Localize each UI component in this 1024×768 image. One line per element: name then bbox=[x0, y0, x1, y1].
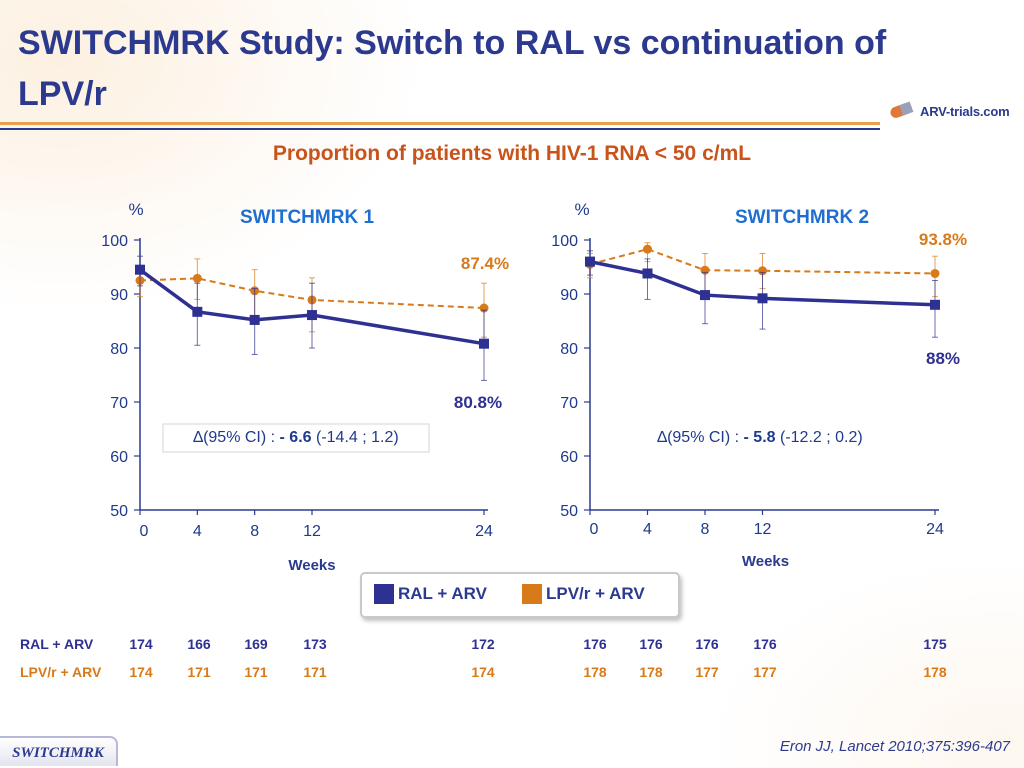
chart2-lpv-final-label: 93.8% bbox=[919, 230, 967, 249]
title-underline-secondary bbox=[0, 128, 880, 130]
chart1-y-tick-label: 100 bbox=[101, 233, 128, 250]
chart2-y-tick-label: 100 bbox=[551, 233, 578, 250]
chart2-x-label: Weeks bbox=[742, 553, 789, 570]
page-title: SWITCHMRK Study: Switch to RAL vs contin… bbox=[18, 24, 887, 113]
n-table-cell: 173 bbox=[303, 636, 327, 652]
logo-text: ARV-trials.com bbox=[920, 103, 1010, 119]
chart2-ci-part: (-12.2 ; 0.2) bbox=[776, 429, 863, 446]
n-table-cell: 176 bbox=[583, 636, 607, 652]
n-table-cell: 172 bbox=[471, 636, 495, 652]
chart2-x-tick-label: 8 bbox=[701, 521, 710, 538]
chart1-ci-part: - 6.6 bbox=[280, 429, 312, 446]
n-table-cell: 166 bbox=[187, 636, 211, 652]
chart2-y-tick-label: 80 bbox=[560, 341, 578, 358]
chart1-x-tick-label: 8 bbox=[250, 523, 259, 540]
chart2-ral-point bbox=[642, 268, 653, 279]
chart1-y-tick-label: 60 bbox=[110, 449, 128, 466]
chart1-x-tick-label: 24 bbox=[475, 523, 493, 540]
n-table-cell: 174 bbox=[471, 664, 495, 680]
n-table-cell: 171 bbox=[303, 664, 327, 680]
chart2-x-tick-label: 12 bbox=[754, 521, 772, 538]
n-table-cell: 176 bbox=[695, 636, 719, 652]
arv-trials-logo: ARV-trials.com bbox=[888, 100, 1010, 122]
chart2-ral-point bbox=[700, 290, 710, 301]
legend-swatch-lpv bbox=[522, 584, 542, 604]
citation: Eron JJ, Lancet 2010;375:396-407 bbox=[779, 738, 1010, 755]
n-table-cell: 174 bbox=[129, 664, 153, 680]
n-table-cell: 177 bbox=[695, 664, 719, 680]
n-table-cell: 171 bbox=[187, 664, 211, 680]
n-table-cell: 175 bbox=[923, 636, 947, 652]
chart2-x-tick-label: 24 bbox=[926, 521, 944, 538]
chart1-ral-point bbox=[249, 314, 260, 325]
chart2-ral-point bbox=[930, 299, 940, 310]
n-table-row-label: LPV/r + ARV bbox=[20, 664, 102, 680]
n-table-cell: 171 bbox=[244, 664, 268, 680]
n-table-cell: 177 bbox=[753, 664, 777, 680]
chart1-y-tick-label: 50 bbox=[110, 503, 128, 520]
chart1-x-label: Weeks bbox=[288, 557, 335, 574]
chart1-y-tick-label: 80 bbox=[110, 341, 128, 358]
pill-icon bbox=[890, 101, 914, 118]
chart1-ci-part: ∆(95% CI) : bbox=[193, 429, 279, 446]
chart2-ral-final-label: 88% bbox=[926, 349, 960, 368]
chart1-lpv-point bbox=[192, 273, 202, 283]
chart2-title: SWITCHMRK 2 bbox=[735, 207, 869, 228]
chart1-ral-point bbox=[307, 310, 317, 321]
chart1-ral-point bbox=[135, 264, 145, 275]
chart1-ral-final-label: 80.8% bbox=[454, 393, 502, 412]
chart1-ral-point bbox=[192, 306, 203, 317]
n-table-cell: 178 bbox=[639, 664, 663, 680]
chart1-y-label: % bbox=[128, 200, 143, 219]
chart2-y-tick-label: 50 bbox=[560, 503, 578, 520]
chart1-x-tick-label: 12 bbox=[303, 523, 321, 540]
legend-item-lpv: LPV/r + ARV bbox=[522, 584, 645, 604]
n-table-cell: 174 bbox=[129, 636, 153, 652]
chart2-lpv-point bbox=[643, 244, 652, 254]
chart2-ci-part: ∆(95% CI) : bbox=[657, 429, 743, 446]
chart2-lpv-point bbox=[758, 266, 767, 276]
chart2-y-tick-label: 90 bbox=[560, 287, 578, 304]
chart2-y-tick-label: 70 bbox=[560, 395, 578, 412]
chart2-y-label: % bbox=[574, 200, 589, 219]
chart1-x-tick-label: 0 bbox=[140, 523, 149, 540]
n-table-cell: 176 bbox=[753, 636, 777, 652]
chart1-ci-part: (-14.4 ; 1.2) bbox=[312, 429, 399, 446]
chart2-ral-point bbox=[585, 256, 595, 267]
chart1-title: SWITCHMRK 1 bbox=[240, 207, 374, 228]
chart2-x-tick-label: 4 bbox=[643, 521, 652, 538]
study-tab[interactable]: SWITCHMRK bbox=[0, 736, 118, 766]
legend-swatch-ral bbox=[374, 584, 394, 604]
legend-item-ral: RAL + ARV bbox=[374, 584, 487, 604]
chart1-lpv-line bbox=[139, 277, 485, 310]
chart1-y-tick-label: 70 bbox=[110, 395, 128, 412]
chart1-ci-text: ∆(95% CI) : - 6.6 (-14.4 ; 1.2) bbox=[193, 429, 398, 446]
chart2-ci-text: ∆(95% CI) : - 5.8 (-12.2 ; 0.2) bbox=[657, 429, 862, 446]
chart-legend: RAL + ARV LPV/r + ARV bbox=[360, 572, 680, 618]
legend-label-ral: RAL + ARV bbox=[398, 584, 487, 603]
n-table-cell: 178 bbox=[923, 664, 947, 680]
chart1-ci-box bbox=[162, 423, 430, 453]
chart2-y-tick-label: 60 bbox=[560, 449, 578, 466]
chart1-ral-point bbox=[479, 338, 489, 349]
legend-label-lpv: LPV/r + ARV bbox=[546, 584, 645, 603]
n-table-cell: 169 bbox=[244, 636, 268, 652]
n-table-cell: 176 bbox=[639, 636, 663, 652]
chart1-x-tick-label: 4 bbox=[193, 523, 202, 540]
chart2-ci-part: - 5.8 bbox=[744, 429, 776, 446]
chart-subtitle: Proportion of patients with HIV-1 RNA < … bbox=[272, 142, 752, 165]
title-underline bbox=[0, 122, 880, 125]
chart1-y-tick-label: 90 bbox=[110, 287, 128, 304]
n-table-cell: 178 bbox=[583, 664, 607, 680]
chart2-ral-point bbox=[757, 293, 768, 304]
n-table-row-label: RAL + ARV bbox=[20, 636, 94, 652]
chart2-lpv-point bbox=[930, 268, 940, 278]
chart1-lpv-final-label: 87.4% bbox=[461, 254, 509, 273]
chart2-x-tick-label: 0 bbox=[590, 521, 599, 538]
